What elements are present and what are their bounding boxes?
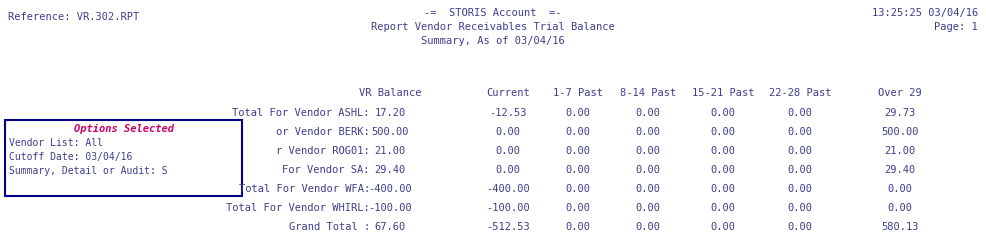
Text: 0.00: 0.00 [566, 222, 591, 232]
Text: 0.00: 0.00 [788, 127, 812, 137]
Text: Summary, As of 03/04/16: Summary, As of 03/04/16 [421, 36, 565, 46]
Text: 500.00: 500.00 [372, 127, 409, 137]
Text: 0.00: 0.00 [496, 146, 521, 156]
Text: 580.13: 580.13 [881, 222, 919, 232]
Text: 0.00: 0.00 [711, 222, 736, 232]
Text: 21.00: 21.00 [375, 146, 405, 156]
Text: VR Balance: VR Balance [359, 88, 421, 98]
Text: Cutoff Date: 03/04/16: Cutoff Date: 03/04/16 [9, 152, 132, 162]
Text: Over 29: Over 29 [879, 88, 922, 98]
Text: 0.00: 0.00 [636, 165, 661, 175]
Text: 0.00: 0.00 [887, 184, 912, 194]
Text: Current: Current [486, 88, 529, 98]
Text: or Vendor BERK:: or Vendor BERK: [276, 127, 370, 137]
Text: 0.00: 0.00 [711, 108, 736, 118]
Text: 15-21 Past: 15-21 Past [692, 88, 754, 98]
Text: Summary, Detail or Audit: S: Summary, Detail or Audit: S [9, 166, 168, 176]
Text: 0.00: 0.00 [788, 108, 812, 118]
Text: 8-14 Past: 8-14 Past [620, 88, 676, 98]
Text: 0.00: 0.00 [788, 184, 812, 194]
Text: 500.00: 500.00 [881, 127, 919, 137]
Text: 0.00: 0.00 [566, 127, 591, 137]
Text: 0.00: 0.00 [636, 203, 661, 213]
Text: -100.00: -100.00 [486, 203, 529, 213]
Text: 0.00: 0.00 [636, 108, 661, 118]
Text: -100.00: -100.00 [368, 203, 412, 213]
Text: 0.00: 0.00 [788, 165, 812, 175]
Text: 22-28 Past: 22-28 Past [769, 88, 831, 98]
Text: 0.00: 0.00 [496, 165, 521, 175]
Text: 0.00: 0.00 [566, 203, 591, 213]
Text: 0.00: 0.00 [566, 184, 591, 194]
Text: 0.00: 0.00 [496, 127, 521, 137]
Text: Vendor List: All: Vendor List: All [9, 138, 103, 148]
Text: 0.00: 0.00 [636, 222, 661, 232]
Text: -=  STORIS Account  =-: -= STORIS Account =- [424, 8, 562, 18]
Text: 0.00: 0.00 [887, 203, 912, 213]
Text: -400.00: -400.00 [368, 184, 412, 194]
Bar [5, 120, 242, 196]
Text: 0.00: 0.00 [711, 203, 736, 213]
Text: 0.00: 0.00 [711, 146, 736, 156]
Text: 0.00: 0.00 [566, 165, 591, 175]
Text: -12.53: -12.53 [489, 108, 527, 118]
Text: Page: 1: Page: 1 [935, 22, 978, 32]
Text: 1-7 Past: 1-7 Past [553, 88, 603, 98]
Text: 0.00: 0.00 [788, 203, 812, 213]
Text: 0.00: 0.00 [711, 184, 736, 194]
Text: 0.00: 0.00 [636, 146, 661, 156]
Text: 17.20: 17.20 [375, 108, 405, 118]
Text: 0.00: 0.00 [566, 146, 591, 156]
Text: For Vendor SA:: For Vendor SA: [283, 165, 370, 175]
Text: 0.00: 0.00 [566, 108, 591, 118]
Text: 29.73: 29.73 [884, 108, 916, 118]
Text: -512.53: -512.53 [486, 222, 529, 232]
Text: 21.00: 21.00 [884, 146, 916, 156]
Text: Total For Vendor ASHL:: Total For Vendor ASHL: [233, 108, 370, 118]
Text: 0.00: 0.00 [788, 222, 812, 232]
Text: r Vendor ROG01:: r Vendor ROG01: [276, 146, 370, 156]
Text: 0.00: 0.00 [636, 127, 661, 137]
Text: 29.40: 29.40 [884, 165, 916, 175]
Text: 13:25:25 03/04/16: 13:25:25 03/04/16 [872, 8, 978, 18]
Text: Total For Vendor WHIRL:: Total For Vendor WHIRL: [226, 203, 370, 213]
Text: Reference: VR.302.RPT: Reference: VR.302.RPT [8, 12, 139, 22]
Text: Grand Total :: Grand Total : [289, 222, 370, 232]
Text: 0.00: 0.00 [636, 184, 661, 194]
Text: 0.00: 0.00 [711, 127, 736, 137]
Text: 29.40: 29.40 [375, 165, 405, 175]
Text: Options Selected: Options Selected [74, 124, 174, 134]
Text: 67.60: 67.60 [375, 222, 405, 232]
Text: 0.00: 0.00 [711, 165, 736, 175]
Text: Total For Vendor WFA:: Total For Vendor WFA: [239, 184, 370, 194]
Text: -400.00: -400.00 [486, 184, 529, 194]
Text: Report Vendor Receivables Trial Balance: Report Vendor Receivables Trial Balance [371, 22, 615, 32]
Text: 0.00: 0.00 [788, 146, 812, 156]
